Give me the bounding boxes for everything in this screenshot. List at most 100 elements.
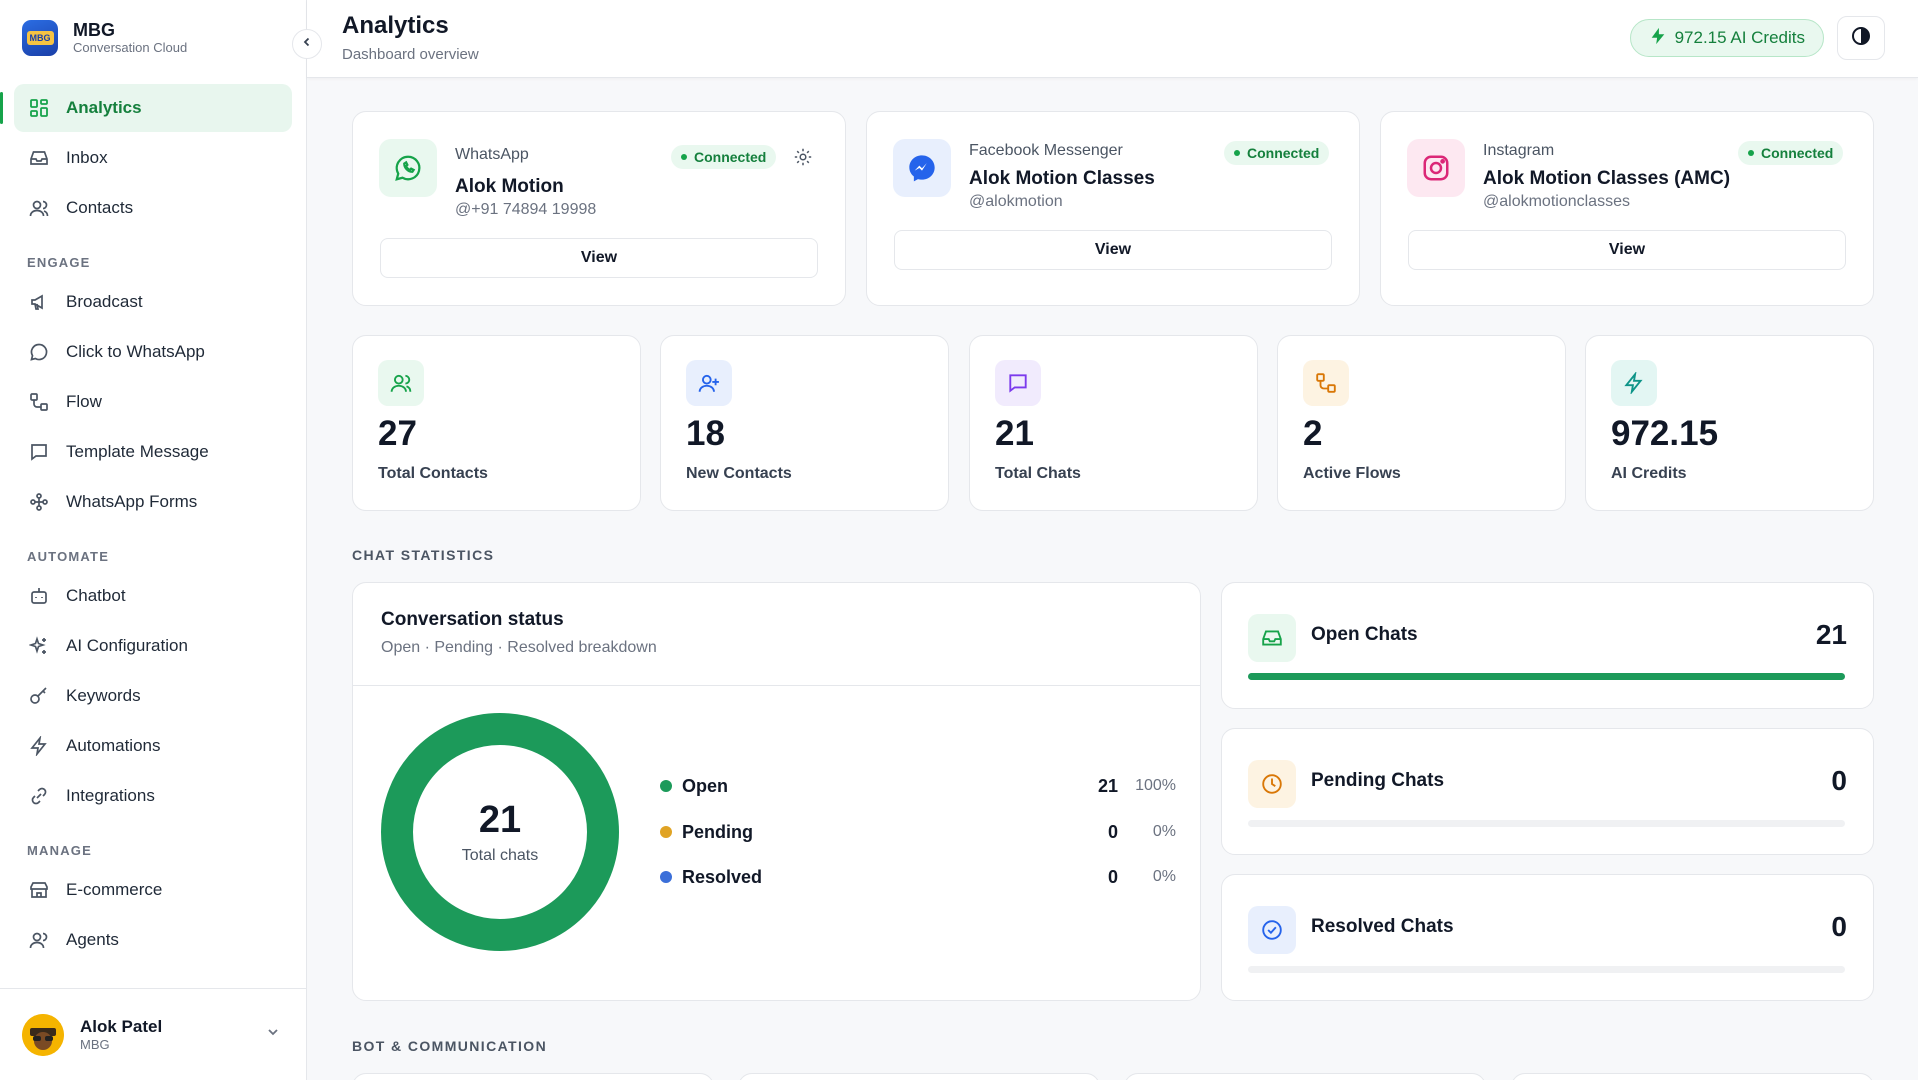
nav-section-manage: MANAGE — [27, 843, 92, 858]
sidebar-item-ai-configuration[interactable]: AI Configuration — [14, 622, 292, 670]
section-title-chat-statistics: CHAT STATISTICS — [352, 547, 495, 563]
channel-handle: @+91 74894 19998 — [455, 201, 597, 218]
nav-section-engage: ENGAGE — [27, 255, 91, 270]
sidebar-item-template-message[interactable]: Template Message — [14, 428, 292, 476]
user-menu[interactable]: Alok Patel MBG — [0, 988, 306, 1080]
flow-icon — [28, 391, 50, 413]
sidebar-item-keywords[interactable]: Keywords — [14, 672, 292, 720]
status-card-open-chats[interactable]: Open Chats 21 — [1221, 582, 1874, 709]
channel-handle: @alokmotion — [969, 193, 1063, 210]
avatar — [22, 1013, 64, 1056]
brand-logo: MBG — [22, 20, 58, 56]
brand-logo-text: MBG — [26, 31, 54, 45]
contrast-icon — [1851, 26, 1871, 51]
stat-label: AI Credits — [1611, 465, 1687, 482]
forms-icon — [28, 491, 50, 513]
sidebar-item-e-commerce[interactable]: E-commerce — [14, 866, 292, 914]
channel-handle: @alokmotionclasses — [1483, 193, 1630, 210]
grid-icon — [28, 97, 50, 119]
stat-value: 21 — [995, 414, 1034, 453]
sidebar-item-flow[interactable]: Flow — [14, 378, 292, 426]
brand-subtitle: Conversation Cloud — [73, 40, 188, 55]
status-badge: Connected — [671, 145, 777, 169]
key-icon — [28, 685, 50, 707]
conversation-status-title: Conversation status — [381, 609, 564, 630]
legend-dot — [660, 780, 672, 792]
page-subtitle: Dashboard overview — [342, 46, 479, 63]
donut-total: 21 — [478, 799, 522, 841]
sidebar-item-label: Flow — [66, 392, 102, 411]
sidebar-item-contacts[interactable]: Contacts — [14, 184, 292, 232]
stat-card-active-flows: 2 Active Flows — [1277, 335, 1566, 511]
view-button[interactable]: View — [894, 230, 1332, 270]
legend-count: 0 — [1107, 821, 1118, 842]
sidebar-item-broadcast[interactable]: Broadcast — [14, 278, 292, 326]
stat-value: 972.15 — [1611, 414, 1719, 453]
stat-card-ai-credits: 972.15 AI Credits — [1585, 335, 1874, 511]
sidebar-item-label: Contacts — [66, 198, 134, 217]
legend-percent: 0% — [1152, 823, 1176, 840]
inbox-icon — [1248, 614, 1296, 662]
conversation-status-subtitle: Open · Pending · Resolved breakdown — [381, 639, 657, 656]
stat-card-new-contacts: 18 New Contacts — [660, 335, 949, 511]
store-icon — [28, 879, 50, 901]
sidebar-item-label: Agents — [66, 930, 119, 949]
channel-name: Alok Motion — [455, 176, 564, 197]
status-badge: Connected — [1224, 141, 1330, 165]
sidebar-item-analytics[interactable]: Analytics — [14, 84, 292, 132]
users-icon — [378, 360, 424, 406]
legend-row-pending: Pending 0 0% — [660, 819, 1176, 845]
sidebar-item-click-to-whatsapp[interactable]: Click to WhatsApp — [14, 328, 292, 376]
top-header: Analytics Dashboard overview 972.15 AI C… — [307, 0, 1918, 78]
status-card-resolved-chats[interactable]: Resolved Chats 0 — [1221, 874, 1874, 1001]
legend-row-resolved: Resolved 0 0% — [660, 864, 1176, 890]
theme-toggle-button[interactable] — [1837, 16, 1885, 60]
brand[interactable]: MBG MBG Conversation Cloud — [22, 20, 187, 56]
channel-name: Alok Motion Classes — [969, 168, 1155, 189]
whatsapp-icon — [379, 139, 437, 197]
bot-card — [738, 1073, 1100, 1080]
status-card-label: Resolved Chats — [1311, 916, 1454, 937]
channel-type: Instagram — [1483, 142, 1555, 159]
message-square-icon — [28, 441, 50, 463]
bot-card — [1124, 1073, 1486, 1080]
stat-card-total-contacts: 27 Total Contacts — [352, 335, 641, 511]
ai-credits-pill[interactable]: 972.15 AI Credits — [1629, 19, 1824, 57]
bot-card — [352, 1073, 714, 1080]
users-icon — [28, 197, 50, 219]
legend-name: Resolved — [682, 866, 763, 887]
progress-track — [1248, 820, 1845, 827]
sidebar-item-label: Integrations — [66, 786, 155, 805]
progress-track — [1248, 673, 1845, 680]
sidebar-item-automations[interactable]: Automations — [14, 722, 292, 770]
donut-chart — [381, 713, 619, 951]
sparkles-icon — [28, 635, 50, 657]
legend-row-open: Open 21 100% — [660, 773, 1176, 799]
sidebar-item-label: Inbox — [66, 148, 108, 167]
message-square-icon — [995, 360, 1041, 406]
legend-count: 21 — [1097, 775, 1118, 796]
stat-value: 18 — [686, 414, 725, 453]
sidebar-collapse-button[interactable] — [292, 29, 322, 59]
flow-icon — [1303, 360, 1349, 406]
progress-track — [1248, 966, 1845, 973]
brand-name: MBG — [73, 20, 115, 40]
status-badge-label: Connected — [694, 149, 767, 165]
sidebar-item-agents[interactable]: Agents — [14, 916, 292, 964]
chat-bubble-icon — [28, 341, 50, 363]
channel-type: WhatsApp — [455, 146, 529, 163]
sidebar-item-chatbot[interactable]: Chatbot — [14, 572, 292, 620]
ai-credits-label: 972.15 AI Credits — [1674, 28, 1805, 47]
gear-icon[interactable] — [793, 147, 813, 172]
status-card-pending-chats[interactable]: Pending Chats 0 — [1221, 728, 1874, 855]
sidebar-item-inbox[interactable]: Inbox — [14, 134, 292, 182]
view-button[interactable]: View — [380, 238, 818, 278]
chevron-down-icon[interactable] — [266, 1025, 280, 1044]
sidebar-item-integrations[interactable]: Integrations — [14, 772, 292, 820]
bot-card — [1511, 1073, 1874, 1080]
user-name: Alok Patel — [80, 1017, 163, 1036]
view-button[interactable]: View — [1408, 230, 1846, 270]
sidebar: MBG MBG Conversation Cloud Analytics Inb… — [0, 0, 307, 1080]
sidebar-item-whatsapp-forms[interactable]: WhatsApp Forms — [14, 478, 292, 526]
agents-icon — [28, 929, 50, 951]
